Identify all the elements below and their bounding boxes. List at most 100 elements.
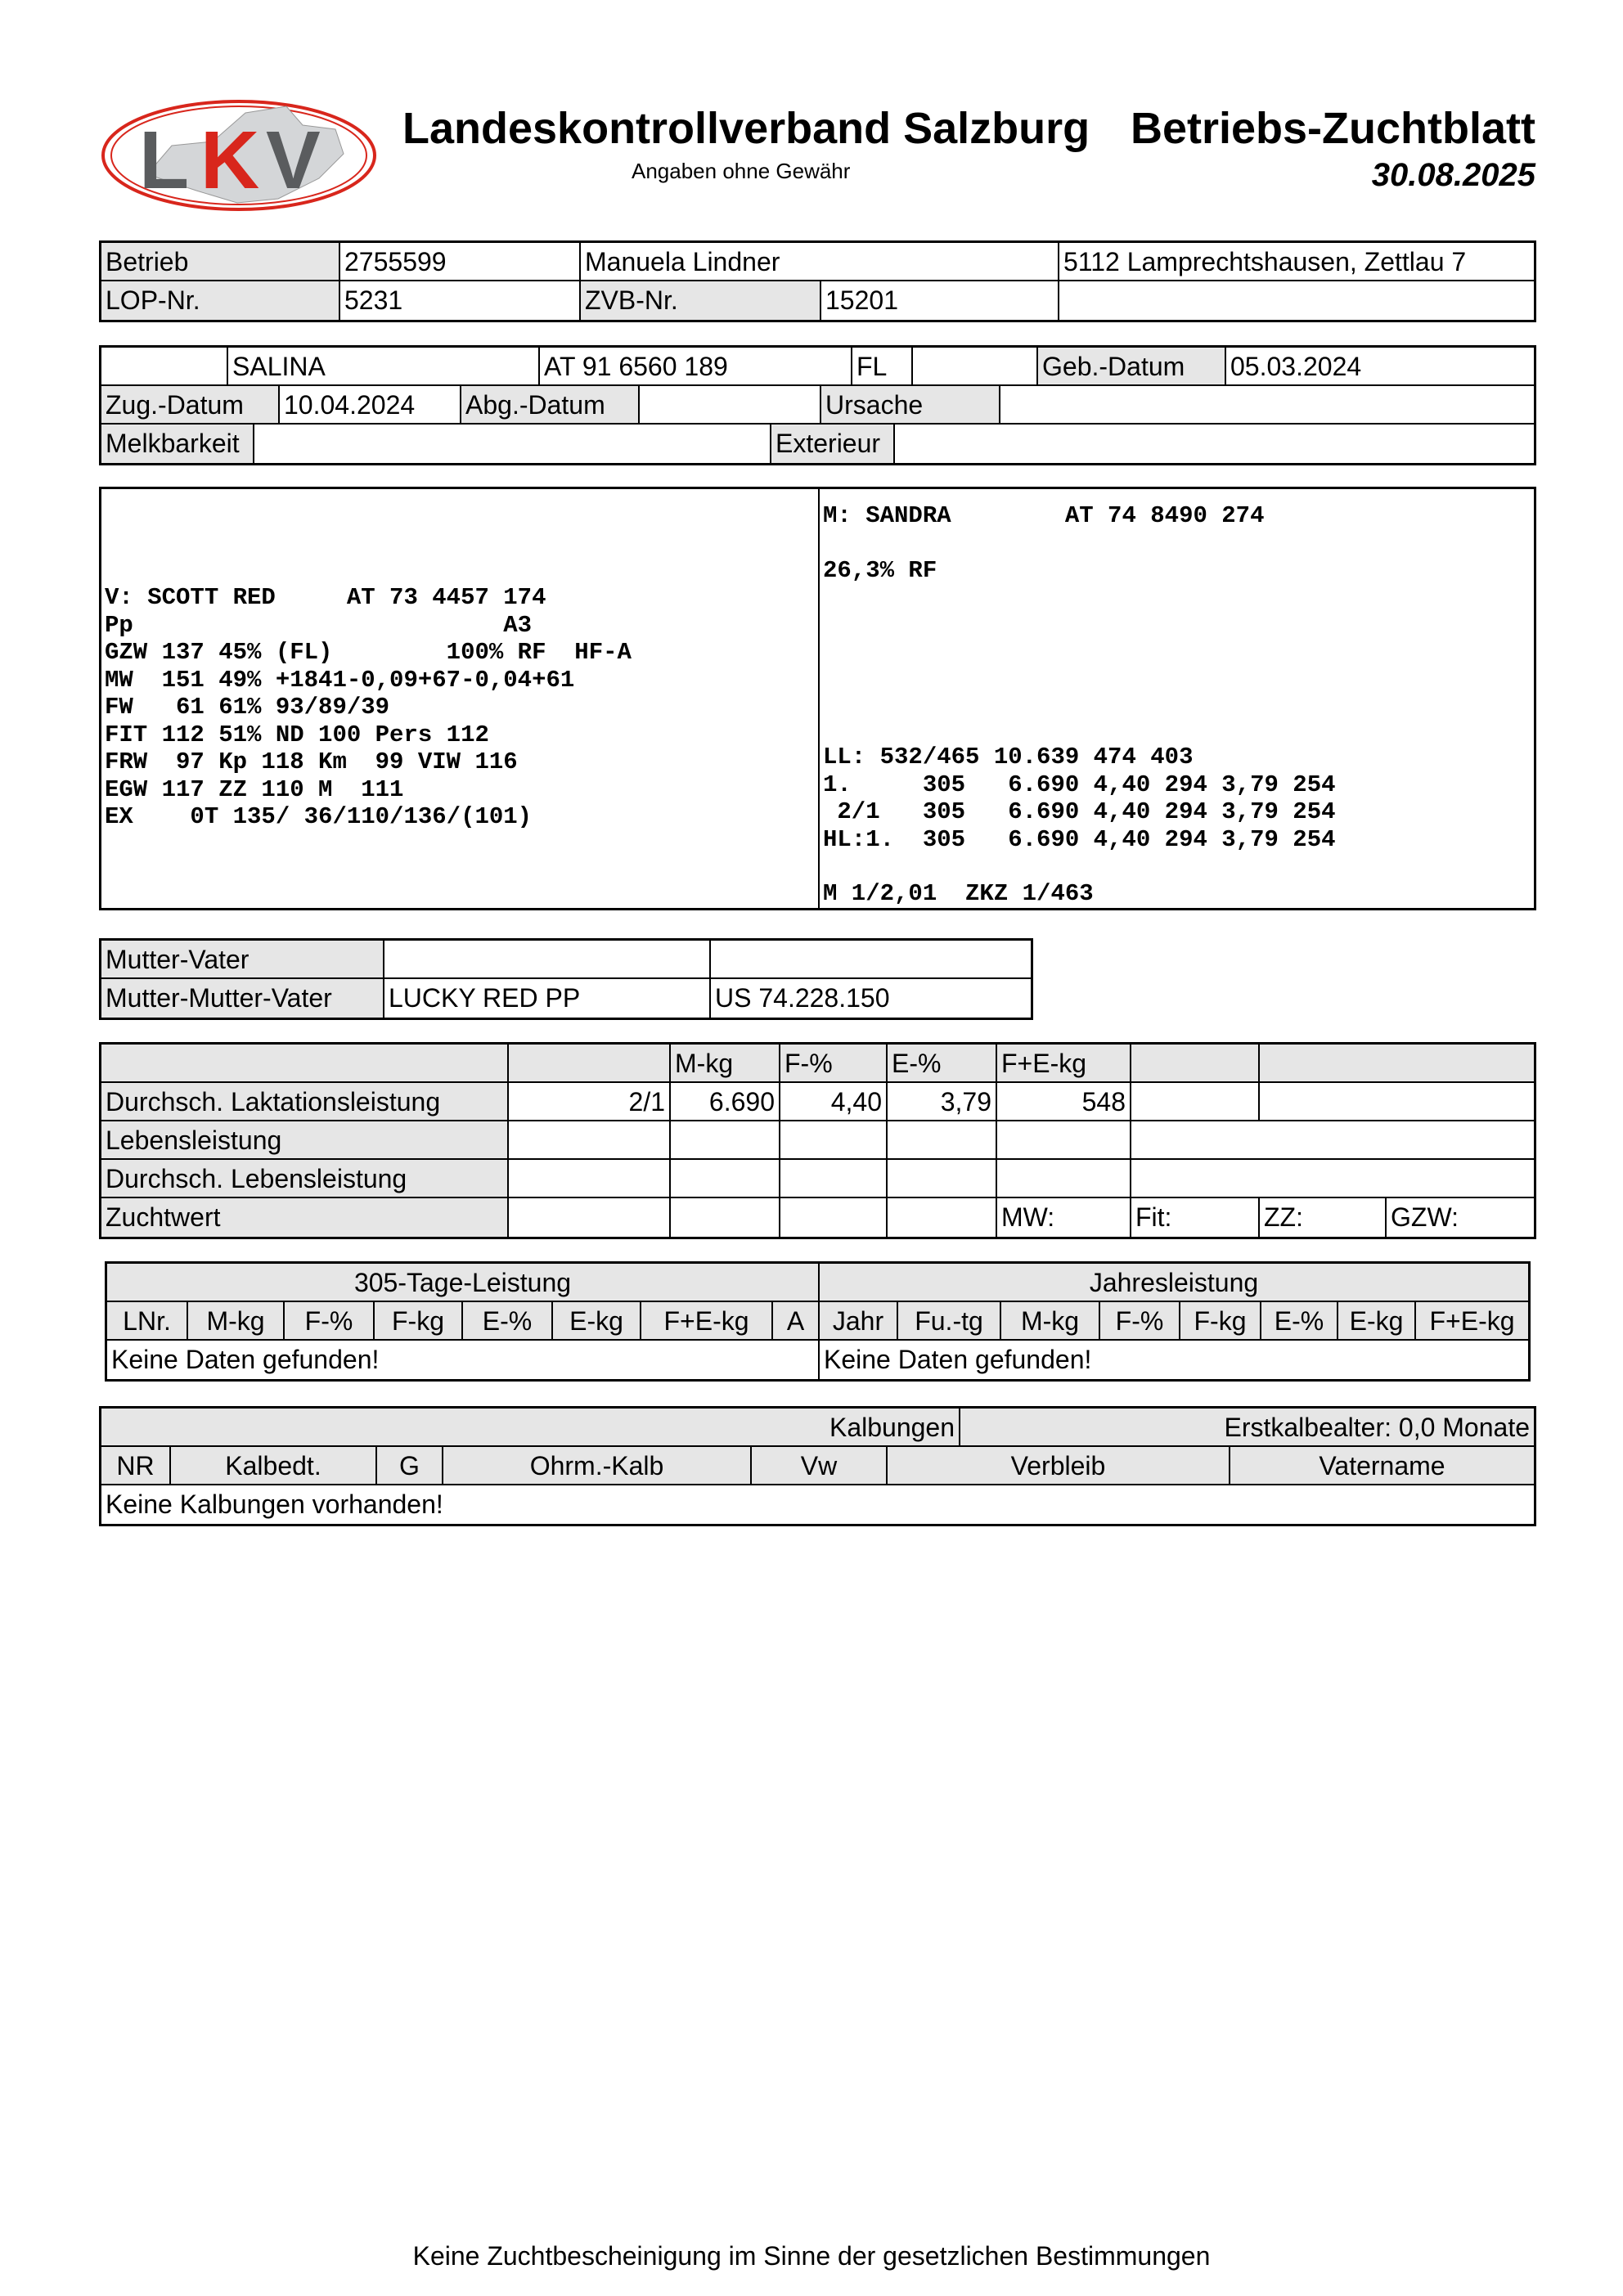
farm-table: Betrieb 2755599 Manuela Lindner 5112 Lampre… bbox=[99, 240, 1536, 322]
empty-cell bbox=[888, 1198, 997, 1237]
sire-line: GZW 137 45% (FL) 100% RF HF-A bbox=[105, 639, 632, 666]
subtitle: Angaben ohne Gewähr bbox=[632, 159, 851, 183]
table-row: LOP-Nr. 5231 ZVB-Nr. 15201 bbox=[101, 281, 1534, 320]
departure-date-label: Abg.-Datum bbox=[461, 386, 640, 423]
table-row: Durchsch. Laktationsleistung 2/1 6.690 4,40… bbox=[101, 1083, 1534, 1121]
mkg-value: 6.690 bbox=[671, 1083, 780, 1120]
empty-cell bbox=[671, 1160, 780, 1197]
header-empty bbox=[509, 1045, 671, 1081]
mmv-name: LUCKY RED PP bbox=[384, 979, 711, 1018]
dam-perf-line: HL:1. 305 6.690 4,40 294 3,79 254 bbox=[823, 825, 1336, 853]
table-row: Keine Daten gefunden! Keine Daten gefunde… bbox=[107, 1341, 1528, 1379]
svg-text:L: L bbox=[139, 115, 189, 206]
exterior-label: Exterieur bbox=[771, 425, 895, 463]
sire-line: FW 61 61% 93/89/39 bbox=[105, 694, 390, 721]
empty-cell bbox=[888, 1121, 997, 1158]
col: F-kg bbox=[375, 1302, 463, 1339]
dam-perf-line: 1. 305 6.690 4,40 294 3,79 254 bbox=[823, 771, 1336, 798]
animal-name: SALINA bbox=[228, 348, 540, 384]
col-ep: E-% bbox=[888, 1045, 997, 1081]
lop-label: LOP-Nr. bbox=[101, 281, 340, 320]
col-mkg: M-kg bbox=[671, 1045, 780, 1081]
table-row: M-kg F-% E-% F+E-kg bbox=[101, 1045, 1534, 1083]
table-row: Durchsch. Lebensleistung bbox=[101, 1160, 1534, 1198]
table-row: Lebensleistung bbox=[101, 1121, 1534, 1160]
col: F-kg bbox=[1180, 1302, 1261, 1339]
col: NR bbox=[101, 1447, 171, 1484]
empty-cell bbox=[509, 1160, 671, 1197]
col: E-kg bbox=[553, 1302, 641, 1339]
breed: FL bbox=[852, 348, 913, 384]
dam-line: M: SANDRA AT 74 8490 274 bbox=[823, 502, 1265, 529]
empty-cell bbox=[780, 1198, 888, 1237]
lifetime-label: Lebensleistung bbox=[101, 1121, 509, 1158]
exterior-value bbox=[895, 425, 1534, 463]
birth-date-label: Geb.-Datum bbox=[1038, 348, 1226, 384]
pedigree-box: V: SCOTT RED AT 73 4457 174 Pp A3 GZW 137 … bbox=[99, 487, 1536, 910]
lop-number: 5231 bbox=[340, 281, 581, 320]
zvb-label: ZVB-Nr. bbox=[581, 281, 821, 320]
sire-line: V: SCOTT RED AT 73 4457 174 bbox=[105, 584, 546, 611]
col-fekg: F+E-kg bbox=[997, 1045, 1131, 1081]
table-row: Melkbarkeit Exterieur bbox=[101, 425, 1534, 463]
col: Verbleib bbox=[888, 1447, 1230, 1484]
col: E-% bbox=[463, 1302, 553, 1339]
table-row: LNr. M-kg F-% F-kg E-% E-kg F+E-kg A Jahr Fu.-tg M… bbox=[107, 1302, 1528, 1341]
sire-line: FRW 97 Kp 118 Km 99 VIW 116 bbox=[105, 748, 518, 775]
col: F+E-kg bbox=[641, 1302, 773, 1339]
arrival-date: 10.04.2024 bbox=[280, 386, 461, 423]
col: Ohrm.-Kalb bbox=[443, 1447, 752, 1484]
col: Kalbedt. bbox=[171, 1447, 377, 1484]
dam-perf-line: 2/1 305 6.690 4,40 294 3,79 254 bbox=[823, 798, 1336, 825]
table-row: Zuchtwert MW: Fit: ZZ: GZW: bbox=[101, 1198, 1534, 1237]
dam-rf: 26,3% RF bbox=[823, 557, 937, 584]
empty-cell bbox=[888, 1160, 997, 1197]
lactation-count: 2/1 bbox=[509, 1083, 671, 1120]
svg-text:V: V bbox=[266, 115, 321, 206]
col: Vatername bbox=[1230, 1447, 1534, 1484]
col: F-% bbox=[1100, 1302, 1180, 1339]
empty-cell bbox=[101, 348, 228, 384]
sire-line: FIT 112 51% ND 100 Pers 112 bbox=[105, 721, 489, 748]
annual-title: Jahresleistung bbox=[820, 1264, 1528, 1301]
calvings-empty: Keine Kalbungen vorhanden! bbox=[106, 1489, 443, 1519]
table-row: Mutter-Mutter-Vater LUCKY RED PP US 74.228… bbox=[101, 979, 1031, 1018]
breeding-value-label: Zuchtwert bbox=[101, 1198, 509, 1237]
col: E-kg bbox=[1338, 1302, 1416, 1339]
betrieb-label: Betrieb bbox=[101, 243, 340, 280]
gzw-label: GZW: bbox=[1391, 1202, 1459, 1232]
fekg-value: 548 bbox=[997, 1083, 1131, 1120]
fp-value: 4,40 bbox=[780, 1083, 888, 1120]
reason-value bbox=[1000, 386, 1534, 423]
header-empty bbox=[101, 1045, 509, 1081]
sire-line: MW 151 49% +1841-0,09+67-0,04+61 bbox=[105, 666, 575, 694]
arrival-date-label: Zug.-Datum bbox=[101, 386, 280, 423]
empty-cell bbox=[1260, 1083, 1534, 1120]
ep-value: 3,79 bbox=[888, 1083, 997, 1120]
yield305-title: 305-Tage-Leistung bbox=[107, 1264, 820, 1301]
footer-note: Keine Zuchtbescheinigung im Sinne der ge… bbox=[412, 2241, 1211, 2271]
print-date: 30.08.2025 bbox=[1371, 157, 1535, 193]
empty-cell bbox=[997, 1121, 1131, 1158]
header-empty bbox=[1131, 1045, 1260, 1081]
dam-perf-line: LL: 532/465 10.639 474 403 bbox=[823, 744, 1194, 771]
col: M-kg bbox=[1001, 1302, 1100, 1339]
col: M-kg bbox=[188, 1302, 285, 1339]
performance-table: M-kg F-% E-% F+E-kg Durchsch. Laktationsleis… bbox=[99, 1042, 1536, 1239]
empty-cell bbox=[1131, 1083, 1260, 1120]
org-title: Landeskontrollverband Salzburg bbox=[402, 104, 1090, 153]
mmv-label: Mutter-Mutter-Vater bbox=[101, 979, 384, 1018]
betrieb-number: 2755599 bbox=[340, 243, 581, 280]
col: F-% bbox=[285, 1302, 375, 1339]
calvings-table: Kalbungen Erstkalbealter: 0,0 Monate NR Kal… bbox=[99, 1406, 1536, 1526]
milkability-value bbox=[254, 425, 771, 463]
first-calving-age: Erstkalbealter: 0,0 Monate bbox=[960, 1409, 1534, 1445]
calvings-title: Kalbungen bbox=[101, 1409, 960, 1445]
ancestors-table: Mutter-Vater Mutter-Mutter-Vater LUCKY RED… bbox=[99, 938, 1033, 1020]
table-row: 305-Tage-Leistung Jahresleistung bbox=[107, 1264, 1528, 1302]
table-row: Betrieb 2755599 Manuela Lindner 5112 Lampre… bbox=[101, 243, 1534, 281]
farm-address: 5112 Lamprechtshausen, Zettlau 7 bbox=[1063, 247, 1467, 276]
lkv-logo: L K V bbox=[98, 97, 380, 215]
empty-cell bbox=[671, 1121, 780, 1158]
ear-tag: AT 91 6560 189 bbox=[540, 348, 852, 384]
